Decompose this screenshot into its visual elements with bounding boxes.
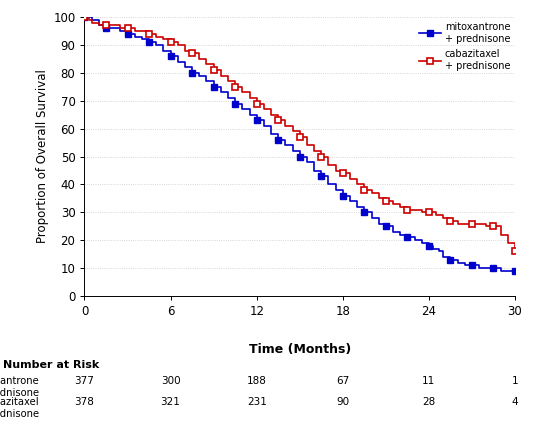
Text: 231: 231 [247, 397, 267, 407]
Text: 188: 188 [247, 376, 267, 386]
Text: 90: 90 [336, 397, 349, 407]
Y-axis label: Proportion of Overall Survival: Proportion of Overall Survival [36, 69, 49, 244]
Text: 1: 1 [512, 376, 518, 386]
Text: 378: 378 [75, 397, 94, 407]
Text: 4: 4 [512, 397, 518, 407]
Text: 300: 300 [161, 376, 180, 386]
Text: Number at Risk: Number at Risk [3, 360, 99, 370]
Text: cabazitaxel
+ prednisone: cabazitaxel + prednisone [0, 397, 39, 419]
Text: 11: 11 [422, 376, 435, 386]
Text: 377: 377 [75, 376, 94, 386]
Text: 321: 321 [161, 397, 180, 407]
Text: 67: 67 [336, 376, 349, 386]
Text: mitoxantrone
+ prednisone: mitoxantrone + prednisone [0, 376, 39, 398]
Legend: mitoxantrone
+ prednisone, cabazitaxel
+ prednisone: mitoxantrone + prednisone, cabazitaxel +… [420, 22, 510, 71]
Text: 28: 28 [422, 397, 435, 407]
Text: Time (Months): Time (Months) [249, 343, 351, 356]
